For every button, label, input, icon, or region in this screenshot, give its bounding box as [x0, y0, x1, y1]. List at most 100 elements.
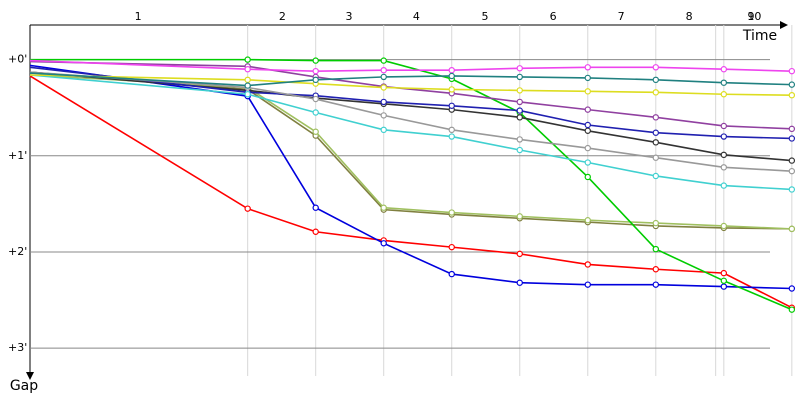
- data-point: [652, 266, 659, 273]
- data-point: [244, 56, 251, 63]
- data-point: [652, 139, 659, 146]
- data-point: [720, 133, 728, 140]
- data-point: [380, 57, 387, 64]
- series-line: [29, 59, 792, 72]
- data-point: [516, 107, 523, 114]
- data-point: [312, 204, 319, 211]
- x-tick-label: 4: [413, 10, 420, 23]
- y-tick-label: +0': [8, 53, 27, 66]
- data-point: [788, 167, 796, 175]
- data-point: [652, 76, 659, 84]
- data-point: [788, 186, 796, 193]
- data-point: [584, 74, 591, 82]
- data-point: [720, 277, 728, 284]
- data-point: [652, 154, 659, 161]
- data-point: [720, 79, 728, 86]
- x-tick-label: 9: [748, 10, 755, 23]
- data-point: [652, 281, 659, 288]
- data-point: [516, 213, 523, 220]
- x-tick-label: 2: [279, 10, 286, 23]
- data-point: [584, 281, 591, 288]
- x-tick-label: 6: [550, 10, 557, 23]
- data-point: [652, 64, 659, 71]
- data-point: [584, 106, 591, 113]
- data-point: [720, 269, 728, 277]
- data-point: [788, 306, 796, 313]
- data-point: [380, 204, 387, 211]
- data-point: [652, 245, 659, 253]
- data-point: [788, 67, 796, 75]
- data-point: [584, 261, 591, 268]
- data-point: [448, 209, 455, 216]
- y-tick-label: +3': [8, 341, 27, 354]
- data-point: [380, 66, 387, 74]
- data-point: [516, 73, 523, 81]
- data-point: [720, 122, 728, 130]
- y-axis-label: Gap: [10, 378, 38, 394]
- data-point: [720, 222, 728, 230]
- data-point: [788, 125, 796, 133]
- data-point: [584, 159, 591, 166]
- x-arrow: [780, 21, 788, 29]
- data-point: [448, 126, 455, 134]
- data-point: [448, 86, 455, 93]
- data-point: [516, 87, 523, 94]
- series-line: [29, 72, 792, 87]
- data-point: [312, 109, 319, 116]
- data-point: [312, 67, 319, 75]
- data-point: [448, 66, 455, 74]
- data-point: [788, 81, 796, 88]
- x-tick-label: 1: [135, 10, 142, 23]
- data-point: [312, 95, 319, 103]
- data-point: [720, 91, 728, 98]
- y-tick-label: +1': [8, 149, 27, 162]
- x-axis-label: Time: [742, 28, 777, 44]
- data-point: [448, 243, 455, 251]
- data-point: [584, 217, 591, 224]
- data-point: [584, 88, 591, 95]
- data-point: [380, 240, 387, 247]
- x-tick-label: 8: [686, 10, 693, 23]
- series-line: [29, 71, 792, 172]
- data-point: [448, 270, 455, 278]
- data-point: [720, 151, 728, 159]
- data-point: [720, 283, 728, 290]
- data-point: [244, 66, 251, 73]
- data-point: [720, 164, 728, 171]
- data-point: [244, 76, 251, 84]
- data-point: [516, 146, 523, 154]
- data-point: [652, 219, 659, 227]
- x-tick-label: 3: [346, 10, 353, 23]
- series-line: [29, 74, 792, 191]
- series-line: [29, 60, 792, 130]
- data-point: [584, 127, 591, 134]
- data-point: [788, 135, 796, 142]
- series-line: [29, 74, 792, 96]
- series-line: [29, 74, 792, 230]
- data-point: [516, 250, 523, 258]
- data-point: [380, 112, 387, 119]
- data-point: [516, 114, 523, 121]
- x-tick-label: 10: [747, 10, 761, 23]
- data-point: [788, 285, 796, 292]
- data-point: [380, 73, 387, 81]
- data-point: [652, 114, 659, 121]
- data-point: [244, 91, 251, 98]
- data-point: [244, 82, 251, 89]
- data-point: [312, 57, 319, 64]
- y-tick-label: +2': [8, 245, 27, 258]
- data-point: [652, 89, 659, 96]
- data-point: [312, 228, 319, 235]
- y-arrow: [26, 372, 34, 380]
- data-point: [448, 72, 455, 80]
- data-point: [244, 205, 251, 212]
- x-tick-label: 7: [618, 10, 625, 23]
- data-point: [516, 136, 523, 143]
- data-point: [720, 66, 728, 73]
- data-point: [652, 129, 659, 136]
- data-point: [448, 133, 455, 140]
- data-point: [720, 182, 728, 189]
- data-point: [380, 126, 387, 134]
- data-point: [788, 225, 796, 233]
